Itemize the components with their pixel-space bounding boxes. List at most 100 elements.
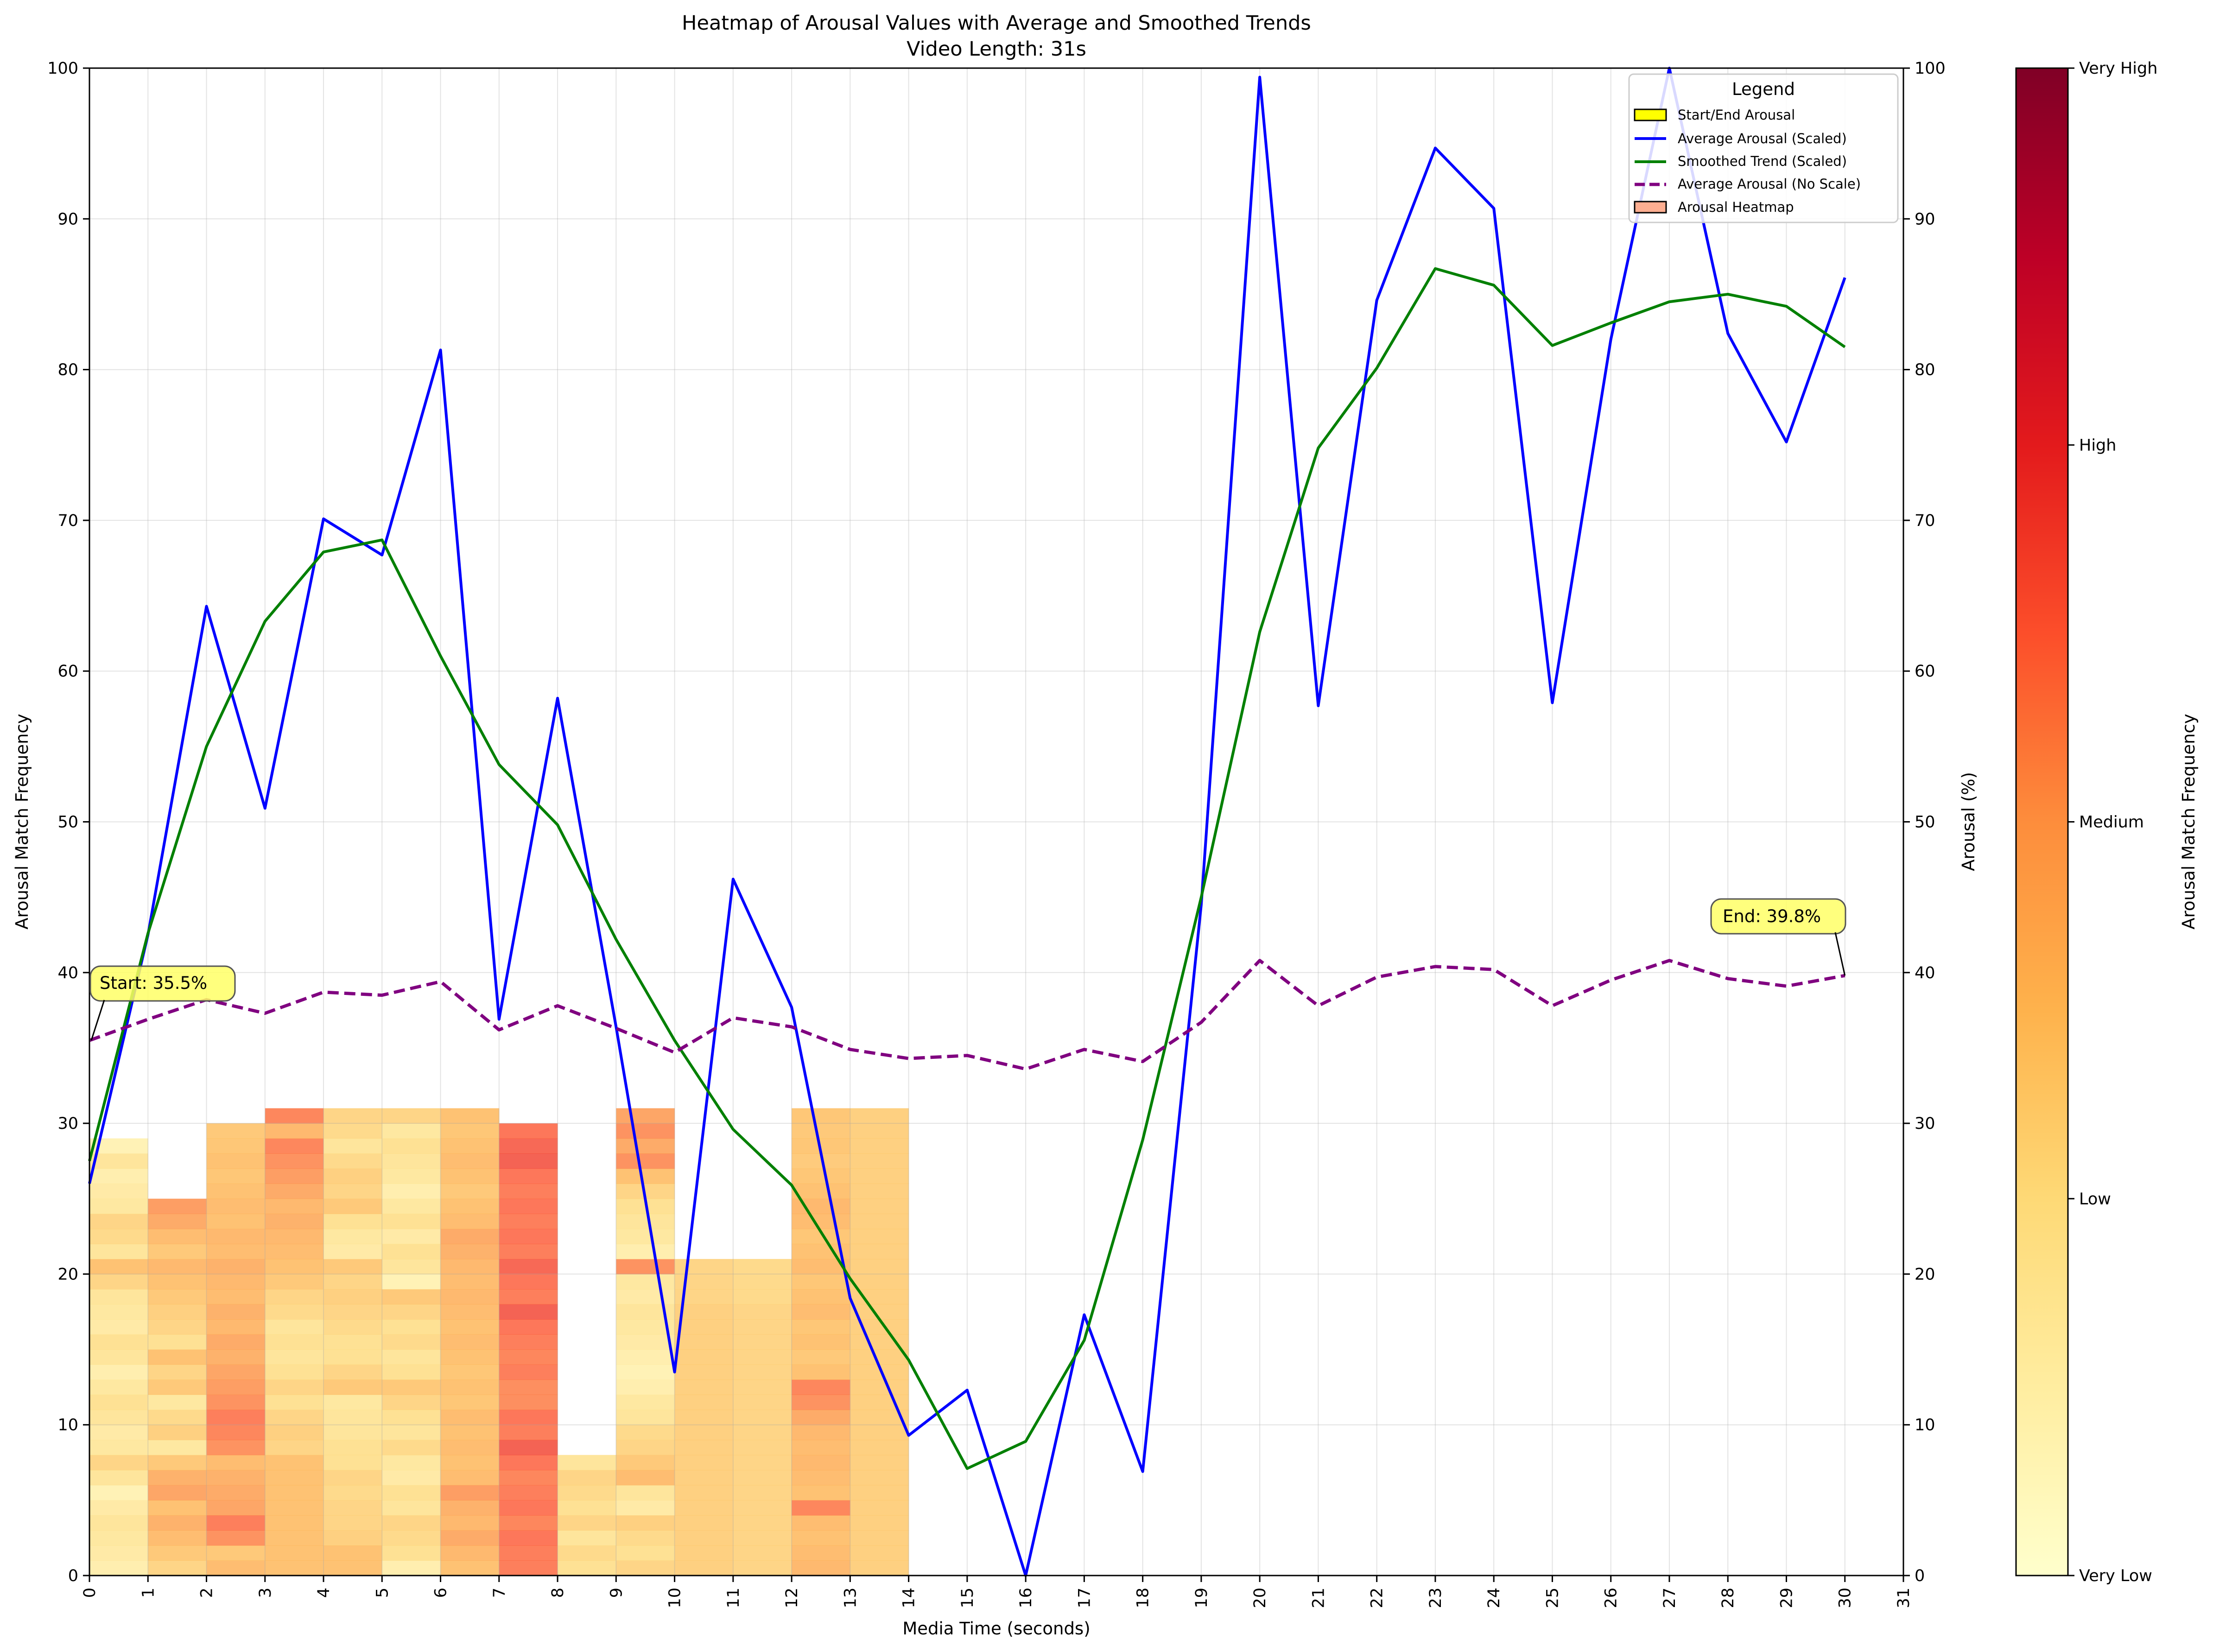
legend-swatch-heatmap <box>1634 201 1667 214</box>
heatmap-cell <box>148 1228 207 1244</box>
heatmap-cell <box>792 1274 850 1290</box>
heatmap-cell <box>265 1274 324 1290</box>
heatmap-cell <box>440 1470 500 1486</box>
heatmap-cell <box>616 1364 675 1380</box>
colorbar-label: Arousal Match Frequency <box>2179 714 2199 930</box>
heatmap-cell <box>850 1440 909 1456</box>
heatmap-cell <box>89 1380 148 1395</box>
heatmap-cell <box>674 1334 734 1350</box>
heatmap-cell <box>733 1334 792 1350</box>
heatmap-cell <box>792 1440 850 1456</box>
heatmap-cell <box>323 1198 382 1214</box>
heatmap-cell <box>206 1184 266 1199</box>
x-tick-label: 30 <box>1836 1588 1855 1608</box>
heatmap-cell <box>265 1153 324 1169</box>
heatmap-cell <box>792 1470 850 1486</box>
heatmap-cell <box>206 1349 266 1365</box>
heatmap-cell <box>792 1319 850 1335</box>
y-tick-label: 90 <box>57 210 78 228</box>
heatmap-cell <box>499 1123 558 1139</box>
heatmap-cell <box>616 1410 675 1425</box>
y2-tick-label: 60 <box>1915 662 1935 681</box>
heatmap-cell <box>206 1560 266 1576</box>
annotations: Start: 35.5% End: 39.8% <box>89 898 1846 1041</box>
heatmap-cell <box>265 1394 324 1410</box>
heatmap-cell <box>323 1485 382 1500</box>
heatmap-cell <box>792 1289 850 1304</box>
heatmap-cell <box>265 1485 324 1500</box>
heatmap-cell <box>850 1455 909 1470</box>
x-tick-label: 20 <box>1251 1588 1269 1608</box>
heatmap-cell <box>850 1560 909 1576</box>
heatmap-cell <box>440 1108 500 1124</box>
heatmap-cell <box>89 1274 148 1290</box>
heatmap-cell <box>323 1410 382 1425</box>
heatmap-cell <box>440 1153 500 1169</box>
y2-axis-label: Arousal (%) <box>1959 772 1978 871</box>
heatmap-cell <box>440 1455 500 1470</box>
heatmap-cell <box>499 1168 558 1184</box>
y-tick-label: 80 <box>57 361 78 380</box>
y-tick-label: 70 <box>57 512 78 530</box>
heatmap-cell <box>382 1349 441 1365</box>
colorbar-tick-label: Low <box>2079 1190 2111 1209</box>
heatmap-cell <box>265 1515 324 1531</box>
legend-title: Legend <box>1732 79 1795 99</box>
heatmap-cell <box>148 1274 207 1290</box>
heatmap-cell <box>440 1560 500 1576</box>
heatmap-cell <box>89 1440 148 1456</box>
x-tick-label: 25 <box>1543 1588 1562 1608</box>
heatmap-cell <box>323 1394 382 1410</box>
heatmap-cell <box>499 1244 558 1260</box>
heatmap-cell <box>792 1410 850 1425</box>
heatmap-cell <box>265 1319 324 1335</box>
heatmap-cell <box>148 1289 207 1304</box>
heatmap-cell <box>323 1470 382 1486</box>
legend-box <box>1628 73 1899 223</box>
heatmap-cell <box>440 1545 500 1561</box>
heatmap-cell <box>382 1485 441 1500</box>
heatmap-cell <box>440 1500 500 1516</box>
heatmap-cell <box>674 1500 734 1516</box>
heatmap-cell <box>733 1289 792 1304</box>
heatmap-cell <box>616 1380 675 1395</box>
heatmap-cell <box>148 1485 207 1500</box>
heatmap-cell <box>792 1560 850 1576</box>
heatmap-cell <box>206 1168 266 1184</box>
heatmap-cell <box>265 1168 324 1184</box>
heatmap-cell <box>499 1289 558 1304</box>
heatmap-cell <box>148 1304 207 1320</box>
heatmap-cell <box>89 1184 148 1199</box>
heatmap-cell <box>265 1470 324 1486</box>
heatmap-cell <box>323 1214 382 1229</box>
x-tick-label: 16 <box>1017 1588 1035 1608</box>
heatmap-cell <box>499 1184 558 1199</box>
heatmap-cell <box>382 1214 441 1229</box>
y2-tick-label: 70 <box>1915 512 1935 530</box>
heatmap-cell <box>265 1259 324 1274</box>
heatmap-cell <box>206 1364 266 1380</box>
heatmap-cell <box>674 1349 734 1365</box>
x-tick-label: 21 <box>1309 1588 1328 1608</box>
y2-tick-label: 30 <box>1915 1114 1935 1133</box>
heatmap-cell <box>850 1184 909 1199</box>
heatmap-cell <box>89 1545 148 1561</box>
heatmap-cell <box>89 1410 148 1425</box>
heatmap-cell <box>616 1515 675 1531</box>
heatmap-cell <box>440 1259 500 1274</box>
heatmap-cell <box>206 1424 266 1440</box>
x-tick-label: 27 <box>1661 1588 1679 1608</box>
heatmap-cell <box>440 1440 500 1456</box>
chart-title: Heatmap of Arousal Values with Average a… <box>682 12 1311 35</box>
heatmap-cell <box>206 1515 266 1531</box>
legend-label-average-no-scale: Average Arousal (No Scale) <box>1678 176 1861 192</box>
heatmap-cell <box>382 1108 441 1124</box>
heatmap-cell <box>382 1289 441 1304</box>
heatmap-cell <box>148 1244 207 1260</box>
heatmap-cell <box>89 1259 148 1274</box>
heatmap-cell <box>674 1394 734 1410</box>
heatmap-cell <box>148 1500 207 1516</box>
heatmap-cell <box>499 1500 558 1516</box>
heatmap-cell <box>323 1500 382 1516</box>
